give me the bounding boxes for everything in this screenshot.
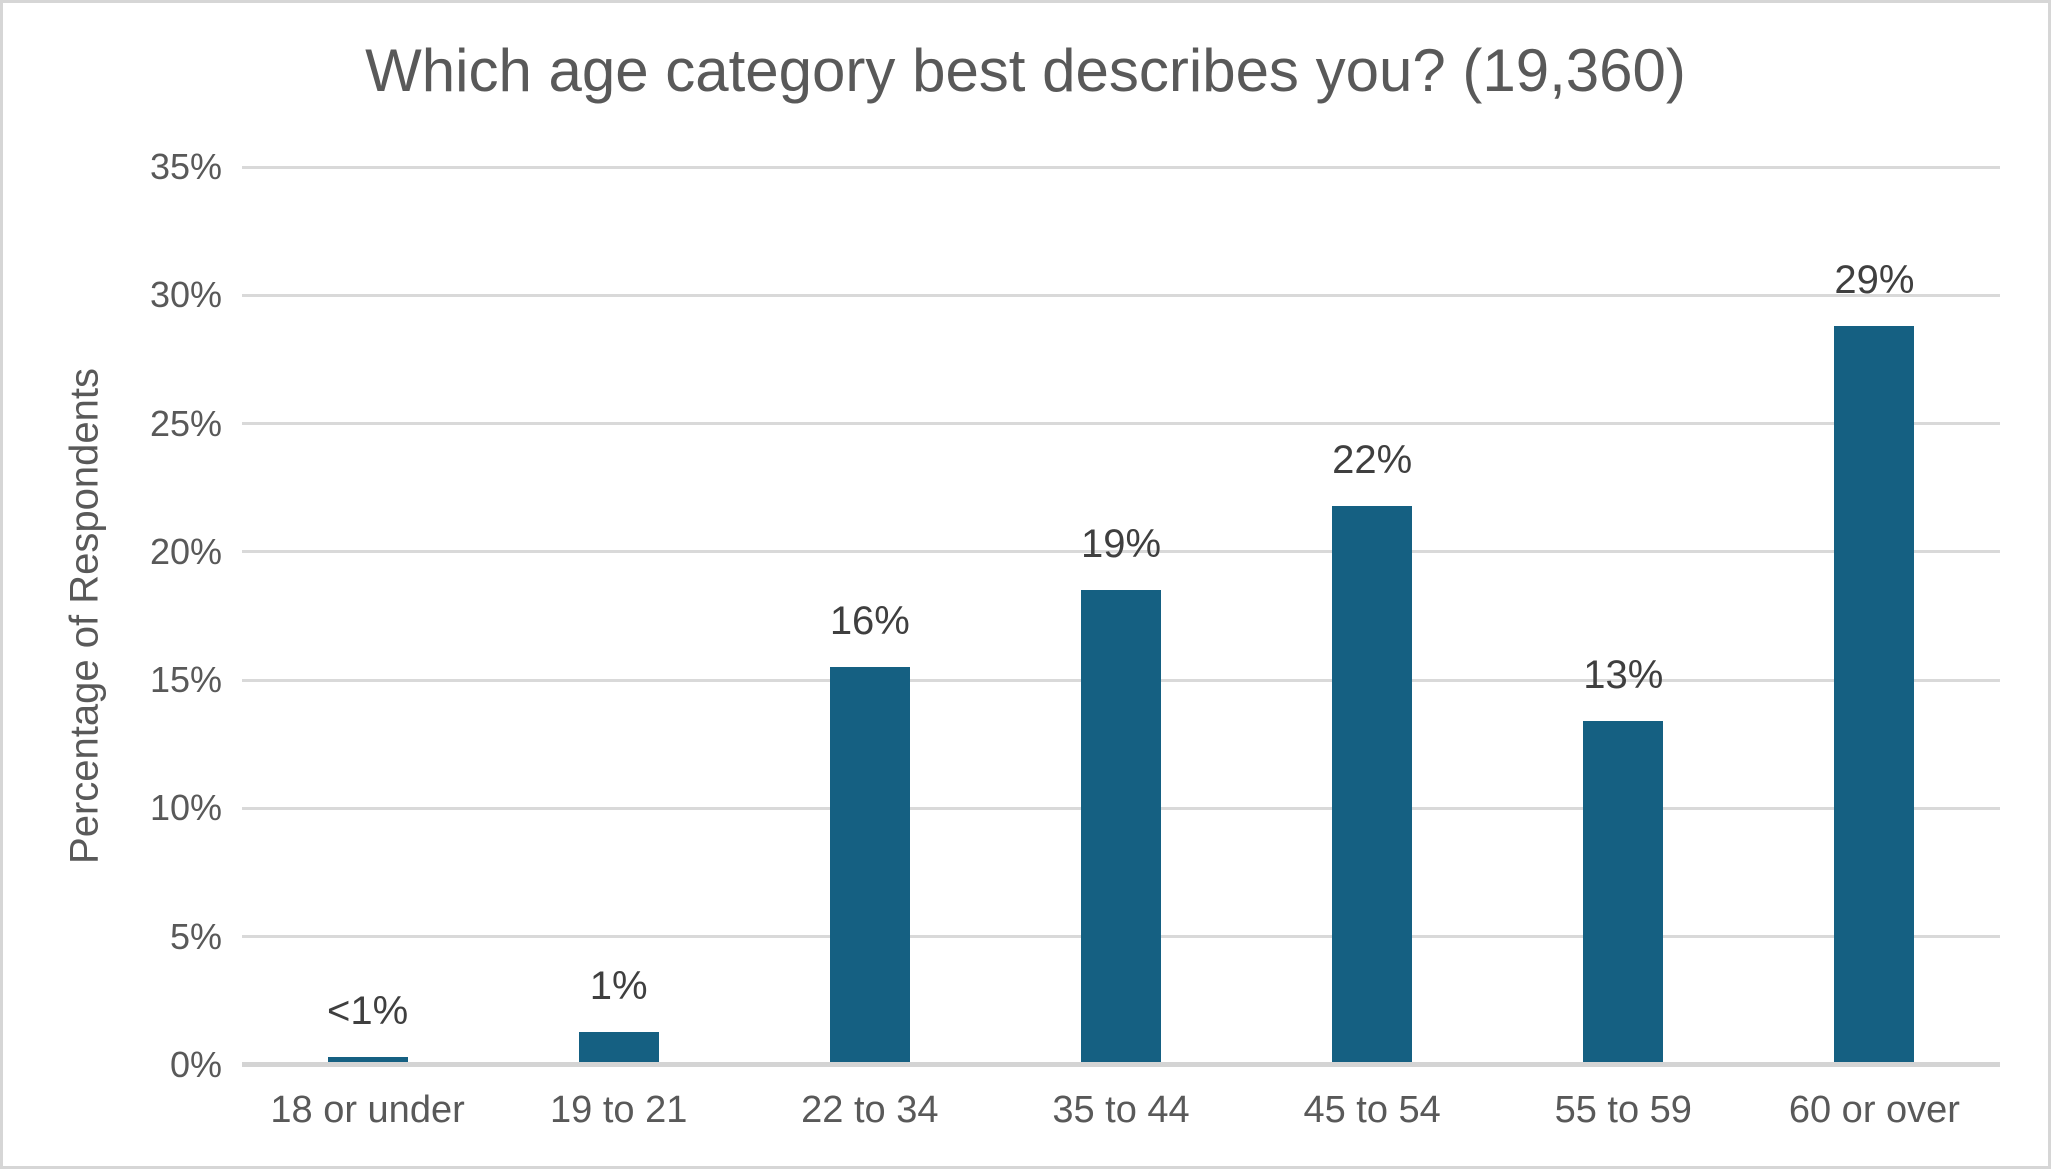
bar-data-label-55-to-59: 13%: [1583, 653, 1664, 698]
y-tick-label-15%: 15%: [149, 659, 222, 701]
bar-data-label-45-to-54: 22%: [1332, 437, 1413, 482]
x-tick-label-60-or-over: 60 or over: [1788, 1089, 1960, 1131]
bar-data-label-35-to-44: 19%: [1080, 522, 1162, 567]
bar-55-to-59: [1583, 721, 1664, 1065]
y-tick-label-10%: 10%: [149, 787, 222, 829]
x-tick-label-45-to-54: 45 to 54: [1303, 1089, 1441, 1131]
y-tick-label-20%: 20%: [149, 530, 222, 572]
bar-data-label-18-or-under: <1%: [326, 989, 409, 1034]
gridline-25: [242, 422, 2000, 426]
y-tick-label-25%: 25%: [149, 402, 222, 444]
x-tick-label-35-to-44: 35 to 44: [1052, 1089, 1190, 1131]
chart-title: Which age category best describes you? (…: [365, 37, 1686, 104]
bar-data-label-19-to-21: 1%: [589, 963, 648, 1008]
bar-data-label-22-to-34: 16%: [829, 599, 910, 644]
gridline-30: [242, 293, 2000, 297]
y-tick-label-0%: 0%: [169, 1044, 222, 1085]
gridline-35: [242, 165, 2000, 169]
bar-45-to-54: [1332, 505, 1413, 1065]
x-tick-label-55-to-59: 55 to 59: [1554, 1089, 1692, 1131]
x-tick-label-19-to-21: 19 to 21: [550, 1089, 688, 1131]
bar-19-to-21: [578, 1031, 659, 1065]
gridline-20: [242, 550, 2000, 554]
x-tick-label-22-to-34: 22 to 34: [801, 1089, 939, 1131]
x-axis-line: [242, 1062, 2000, 1067]
bar-18-or-under: [327, 1057, 408, 1065]
y-tick-label-35%: 35%: [149, 146, 222, 187]
plot-area: <1% 1% 16% 19% 22% 13% 29%: [242, 165, 2000, 1067]
bar-data-label-60-or-over: 29%: [1834, 258, 1915, 303]
bar-22-to-34: [829, 667, 910, 1065]
bar-35-to-44: [1081, 590, 1161, 1065]
y-tick-label-30%: 30%: [149, 274, 222, 316]
bar-60-or-over: [1834, 326, 1915, 1065]
x-tick-label-18-or-under: 18 or under: [270, 1089, 465, 1131]
y-tick-label-5%: 5%: [169, 915, 222, 957]
